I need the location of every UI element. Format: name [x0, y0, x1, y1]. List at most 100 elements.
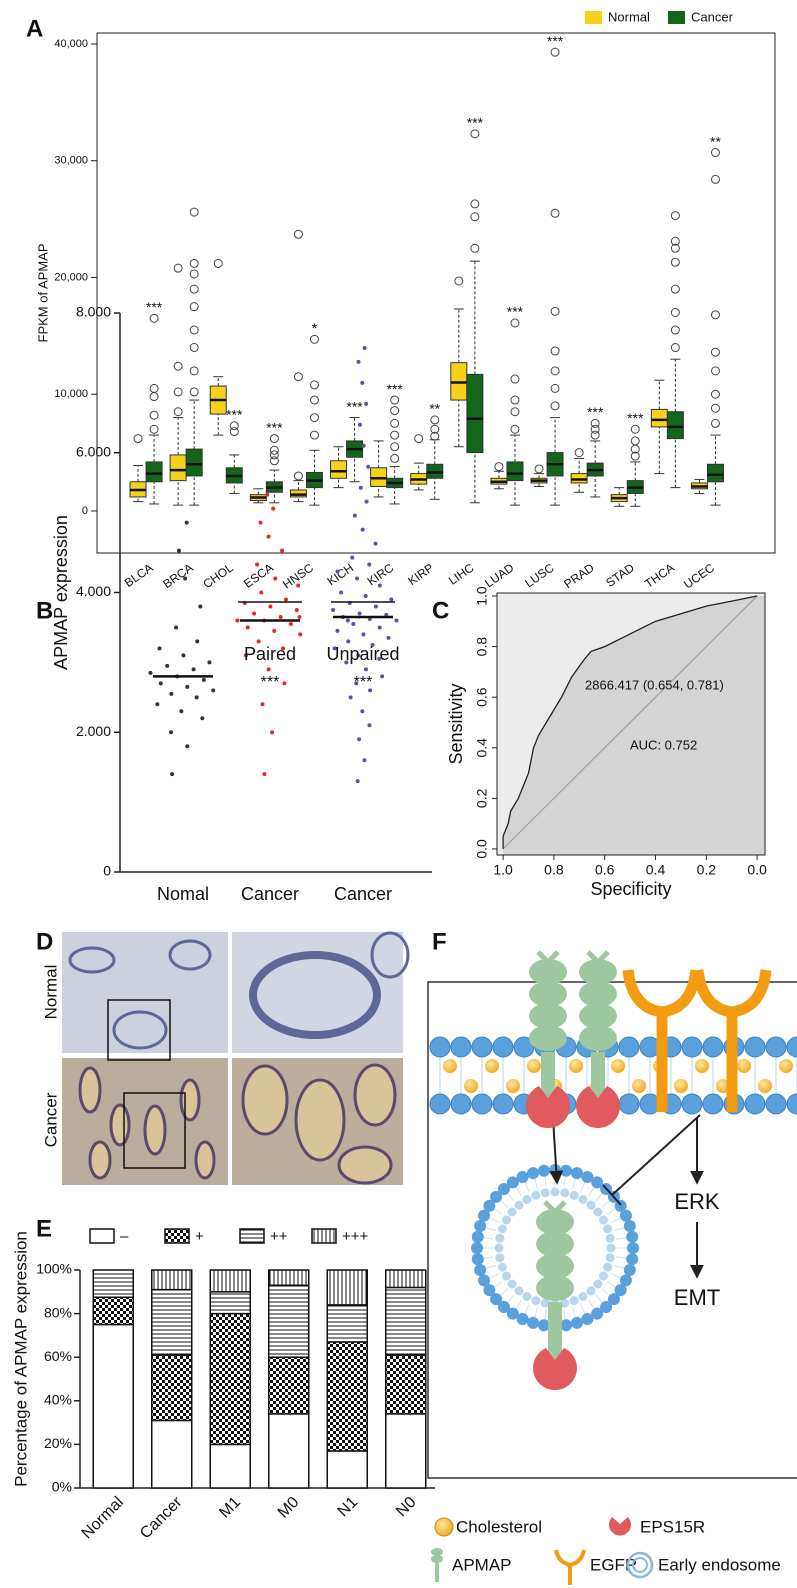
x-tick-label: Normal [79, 1494, 127, 1542]
lipid-head [591, 1307, 604, 1320]
data-point [373, 604, 378, 609]
x-tick-label: N1 [335, 1494, 362, 1521]
outlier [510, 395, 520, 405]
x-tick-label: KIRP [405, 561, 436, 589]
y-tick-label: 0.8 [474, 637, 490, 657]
data-point [355, 576, 360, 581]
legend-label: APMAP [452, 1555, 512, 1574]
egfr [692, 969, 772, 1112]
outlier [309, 380, 319, 390]
cholesterol [506, 1079, 520, 1093]
data-point [201, 677, 206, 682]
significance: *** [146, 299, 163, 315]
cholesterol [443, 1059, 457, 1073]
box [706, 463, 724, 483]
data-point [271, 506, 276, 511]
x-tick-label: 1.0 [493, 862, 513, 878]
lipid-head [598, 1215, 608, 1225]
y-tick-label: 0% [52, 1479, 72, 1495]
lipid-tail [601, 1288, 610, 1296]
outlier [470, 199, 480, 209]
auc-shade [503, 596, 765, 855]
y-tick-label: 0 [103, 863, 111, 879]
lipid-head [765, 1036, 787, 1058]
outlier [309, 430, 319, 440]
lipid-tail [580, 1304, 586, 1314]
lipid-head [614, 1199, 627, 1212]
lipid-head [507, 1279, 517, 1289]
lipid-head [531, 1296, 541, 1306]
lipid-head [522, 1195, 532, 1205]
outlier [269, 445, 279, 455]
lipid-head [497, 1262, 507, 1272]
bar-segment [385, 1413, 427, 1489]
cholesterol [527, 1059, 541, 1073]
lipid-head [478, 1209, 491, 1222]
outlier [550, 366, 560, 376]
lipid-head [540, 1298, 550, 1308]
data-point [176, 548, 181, 553]
lipid-tail [524, 1304, 530, 1314]
inhibition [611, 1114, 701, 1196]
outlier [550, 401, 560, 411]
bar-segment [151, 1288, 193, 1356]
cholesterol [569, 1059, 583, 1073]
outlier [309, 413, 319, 423]
data-point [198, 604, 203, 609]
lipid-tail [544, 1309, 547, 1320]
outlier [470, 129, 480, 139]
lipid-head [471, 1242, 483, 1254]
data-point [165, 663, 170, 668]
lipid-tail [515, 1299, 522, 1309]
data-point [185, 744, 190, 749]
lipid-head [471, 1230, 484, 1243]
legend-label: Early endosome [658, 1555, 781, 1574]
membrane [429, 1036, 797, 1115]
panel-label: D [36, 928, 53, 955]
data-point [179, 709, 184, 714]
outlier [670, 307, 680, 317]
bar-segment [268, 1413, 310, 1489]
cholesterol [737, 1059, 751, 1073]
outlier [574, 448, 584, 458]
data-point [360, 709, 365, 714]
data-point [157, 646, 162, 651]
lipid-head [765, 1093, 787, 1115]
data-point [245, 625, 250, 630]
significance: *** [627, 410, 644, 426]
lipid-tail [616, 1256, 627, 1259]
lipid-head [506, 1307, 519, 1320]
outlier [390, 418, 400, 428]
diagram: ERK EMT Cholesterol EPS15R APMAP EGFR Ea… [427, 950, 797, 1585]
legend-label: +++ [342, 1228, 369, 1245]
data-point [361, 443, 366, 448]
data-point [367, 562, 372, 567]
data-point [370, 642, 375, 647]
outlier [670, 243, 680, 253]
significance: *** [266, 419, 283, 435]
box [330, 460, 348, 479]
reference-diagonal [502, 595, 758, 850]
data-point [363, 593, 368, 598]
outlier [293, 471, 303, 481]
lipid-tail [611, 1273, 621, 1279]
cholesterol [611, 1059, 625, 1073]
x-tick-label: BLCA [122, 561, 156, 590]
outlier [189, 343, 199, 353]
x-tick-label: THCA [642, 561, 677, 591]
significance: *** [386, 381, 403, 397]
eps15r [576, 1086, 621, 1129]
x-tick-label: Nomal [157, 884, 209, 904]
lipid-head [600, 1300, 613, 1313]
y-axis-label: APMAP expression [51, 515, 71, 670]
lipid-tail [483, 1237, 494, 1240]
data-point [377, 583, 382, 588]
bar-segment [385, 1269, 427, 1289]
bar-segment [209, 1269, 251, 1293]
data-point [169, 730, 174, 735]
data-point [252, 611, 257, 616]
data-point [332, 646, 337, 651]
outlier [710, 418, 720, 428]
y-tick-label: 1.0 [474, 586, 490, 606]
outlier [710, 366, 720, 376]
